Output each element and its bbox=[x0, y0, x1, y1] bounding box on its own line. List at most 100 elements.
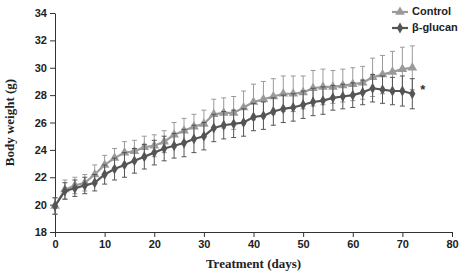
y-tick-mark bbox=[50, 177, 55, 178]
x-tick-mark bbox=[204, 232, 205, 237]
point bbox=[369, 83, 375, 94]
legend-swatch-marker bbox=[395, 6, 405, 14]
x-tick: 0 bbox=[52, 232, 58, 250]
y-tick-mark bbox=[50, 150, 55, 151]
plot: 01020304050607080182022242628303234* bbox=[35, 7, 459, 250]
error-bar-cap bbox=[112, 158, 117, 159]
y-tick: 22 bbox=[35, 171, 55, 183]
error-bar-cap bbox=[301, 91, 306, 92]
x-tick-mark bbox=[55, 232, 56, 237]
point bbox=[211, 123, 217, 134]
error-bar-cap bbox=[241, 136, 246, 137]
point bbox=[240, 117, 246, 128]
error-bar bbox=[211, 114, 216, 141]
error-bar bbox=[62, 180, 67, 199]
error-bar-cap bbox=[400, 106, 405, 107]
error-bar-cap bbox=[53, 197, 58, 198]
y-tick-label: 18 bbox=[35, 226, 47, 238]
error-bar bbox=[132, 149, 137, 174]
point bbox=[398, 64, 408, 72]
error-bar-cap bbox=[291, 93, 296, 94]
point bbox=[92, 177, 98, 188]
legend-item: β-glucan bbox=[392, 21, 458, 34]
error-bar-cap bbox=[410, 78, 415, 79]
point bbox=[101, 169, 107, 180]
error-bar-cap bbox=[231, 96, 236, 97]
point bbox=[407, 62, 417, 70]
error-bar-cap bbox=[62, 199, 67, 200]
y-tick-label: 28 bbox=[35, 89, 47, 101]
annotation: * bbox=[420, 82, 426, 97]
legend-swatch-marker bbox=[397, 23, 403, 34]
y-tick-label: 22 bbox=[35, 171, 47, 183]
error-bar bbox=[410, 79, 415, 109]
x-tick-mark bbox=[154, 232, 155, 237]
error-bar bbox=[72, 180, 77, 196]
point bbox=[260, 110, 266, 121]
error-bar bbox=[291, 94, 296, 121]
x-tick-mark bbox=[402, 232, 403, 237]
error-bar-cap bbox=[350, 107, 355, 108]
point bbox=[131, 155, 137, 166]
y-tick: 30 bbox=[35, 62, 55, 74]
x-axis-title: Treatment (days) bbox=[206, 256, 301, 271]
error-bar-cap bbox=[62, 182, 67, 183]
point bbox=[270, 106, 276, 117]
error-bar-cap bbox=[211, 141, 216, 142]
error-bar-cap bbox=[340, 84, 345, 85]
x-tick-mark bbox=[353, 232, 354, 237]
error-bar-cap bbox=[281, 95, 286, 96]
x-axis: 01020304050607080 bbox=[52, 232, 458, 250]
error-bar bbox=[330, 86, 335, 111]
error-bar-cap bbox=[291, 121, 296, 122]
y-tick-mark bbox=[50, 13, 55, 14]
error-bar-cap bbox=[92, 190, 97, 191]
x-tick-label: 40 bbox=[248, 238, 260, 250]
error-bar-cap bbox=[82, 174, 87, 175]
point bbox=[191, 133, 197, 144]
x-tick-label: 20 bbox=[149, 238, 161, 250]
series-line bbox=[55, 88, 412, 206]
error-bar-cap bbox=[102, 155, 107, 156]
error-bar bbox=[301, 91, 306, 118]
error-bar bbox=[231, 110, 236, 137]
y-tick-label: 34 bbox=[35, 7, 48, 19]
error-bar-cap bbox=[191, 152, 196, 153]
legend-item: Control bbox=[392, 5, 451, 17]
x-tick-label: 10 bbox=[99, 238, 111, 250]
error-bar-cap bbox=[132, 148, 137, 149]
y-tick-label: 30 bbox=[35, 62, 47, 74]
error-bar-cap bbox=[320, 69, 325, 70]
x-tick-mark bbox=[254, 232, 255, 237]
point bbox=[409, 88, 415, 99]
error-bar bbox=[380, 76, 385, 103]
point bbox=[360, 87, 366, 98]
error-bar-cap bbox=[92, 164, 97, 165]
error-bar-cap bbox=[251, 130, 256, 131]
error-bar bbox=[53, 198, 58, 214]
error-bar-cap bbox=[102, 164, 107, 165]
series-line bbox=[55, 68, 412, 206]
error-bar-cap bbox=[320, 114, 325, 115]
error-bar bbox=[271, 98, 276, 125]
error-bar-cap bbox=[301, 118, 306, 119]
error-bar-cap bbox=[221, 138, 226, 139]
y-tick: 18 bbox=[35, 226, 55, 238]
legend: Control β-glucan bbox=[392, 5, 458, 34]
error-bar-cap bbox=[320, 86, 325, 87]
error-bar-cap bbox=[162, 130, 167, 131]
error-bar-cap bbox=[360, 66, 365, 67]
error-bar bbox=[82, 177, 87, 193]
error-bar-cap bbox=[281, 75, 286, 76]
error-bar-cap bbox=[112, 148, 117, 149]
error-bar-cap bbox=[400, 47, 405, 48]
error-bar bbox=[53, 198, 58, 214]
error-bar-cap bbox=[370, 74, 375, 75]
error-bar-cap bbox=[142, 169, 147, 170]
error-bar-cap bbox=[162, 160, 167, 161]
error-bar-cap bbox=[380, 55, 385, 56]
error-bar-cap bbox=[162, 136, 167, 137]
chart: 01020304050607080182022242628303234*Trea… bbox=[0, 0, 470, 274]
y-tick-label: 32 bbox=[35, 34, 47, 46]
error-bar-cap bbox=[350, 67, 355, 68]
